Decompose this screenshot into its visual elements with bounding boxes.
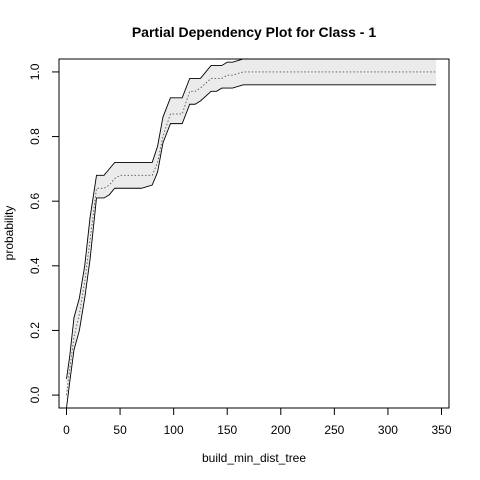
lower-bound-line — [66, 84, 437, 409]
x-tick-label: 100 — [164, 423, 184, 437]
x-tick-label: 250 — [324, 423, 344, 437]
y-axis-label: probability — [2, 206, 16, 261]
y-tick-label: 0.8 — [28, 128, 42, 145]
y-axis: 0.0 0.2 0.4 0.6 0.8 1.0 — [28, 63, 60, 403]
y-tick-label: 0.2 — [28, 322, 42, 339]
y-tick-label: 1.0 — [28, 63, 42, 80]
upper-bound-line — [66, 58, 437, 379]
x-tick-label: 200 — [271, 423, 291, 437]
x-tick-label: 0 — [63, 423, 70, 437]
x-tick-label: 50 — [113, 423, 127, 437]
x-tick-label: 350 — [431, 423, 451, 437]
plot-frame — [58, 58, 450, 409]
y-tick-label: 0.4 — [28, 257, 42, 274]
mean-line — [66, 71, 437, 396]
y-tick-label: 0.0 — [28, 386, 42, 403]
chart-title: Partial Dependency Plot for Class - 1 — [132, 24, 377, 40]
confidence-band — [66, 59, 437, 408]
x-tick-label: 150 — [217, 423, 237, 437]
x-tick-label: 300 — [378, 423, 398, 437]
y-tick-label: 0.6 — [28, 193, 42, 210]
plot-area — [66, 58, 437, 409]
x-axis: 0 50 100 150 200 250 300 350 — [63, 407, 452, 437]
x-axis-label: build_min_dist_tree — [202, 451, 306, 465]
